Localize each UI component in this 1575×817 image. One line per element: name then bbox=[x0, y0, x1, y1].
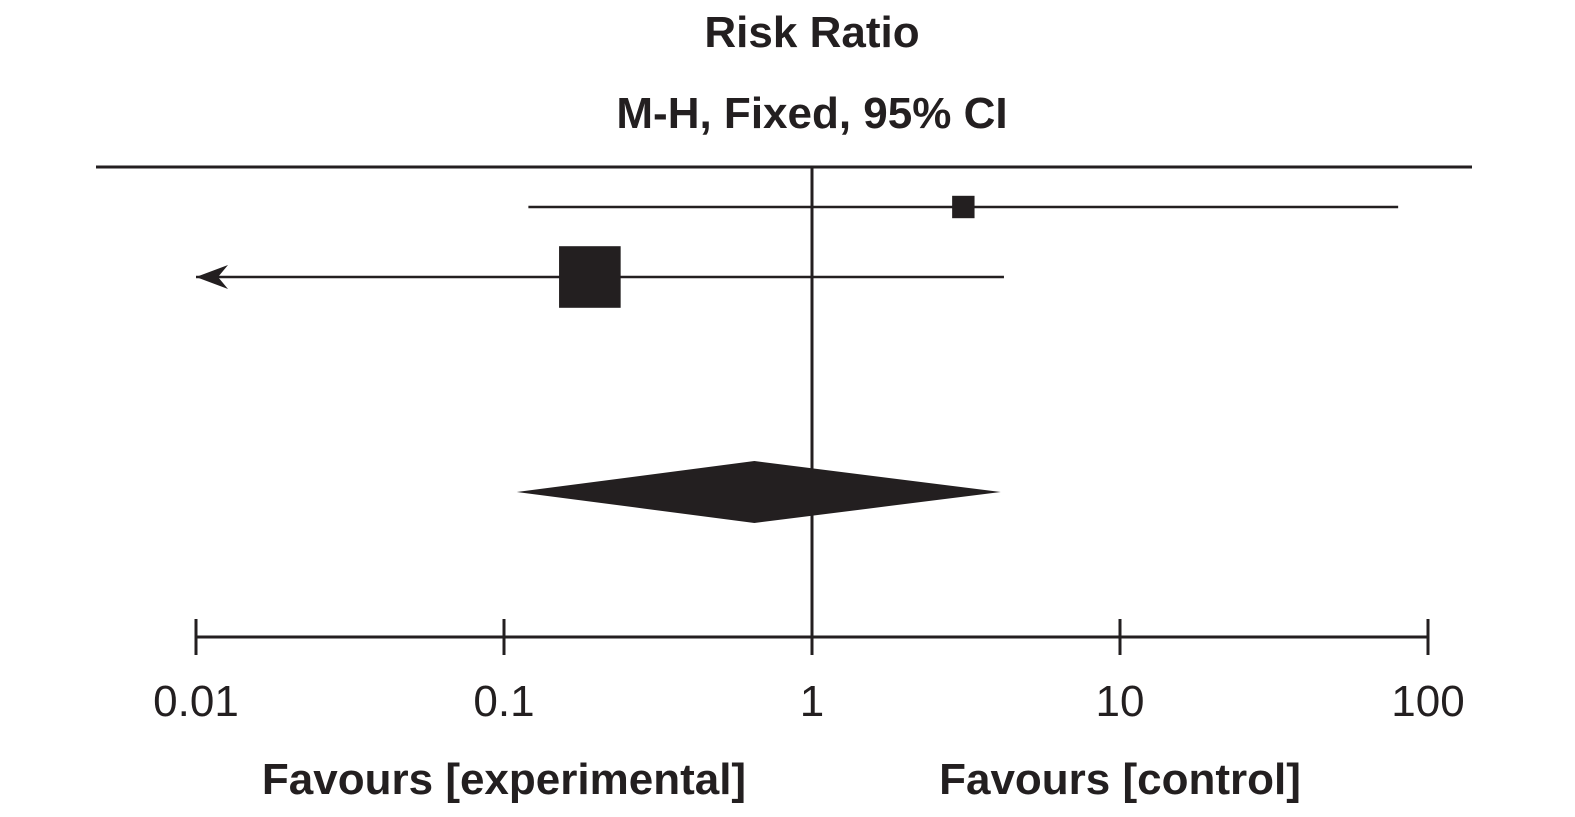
chart-subtitle: M-H, Fixed, 95% CI bbox=[616, 89, 1007, 138]
x-axis-tick-label: 100 bbox=[1391, 677, 1464, 726]
favours-experimental-label: Favours [experimental] bbox=[262, 755, 746, 804]
chart-title: Risk Ratio bbox=[704, 8, 919, 57]
x-axis-tick-label: 10 bbox=[1096, 677, 1145, 726]
plot-area: 0.01 0.1 1 10 100 bbox=[153, 167, 1465, 726]
x-axis-tick-label: 0.1 bbox=[473, 677, 534, 726]
study-point-estimate bbox=[559, 246, 621, 308]
favours-control-label: Favours [control] bbox=[939, 755, 1301, 804]
pooled-estimate-diamond bbox=[516, 461, 1001, 523]
x-axis-tick-label: 1 bbox=[800, 677, 824, 726]
study-point-estimate bbox=[952, 195, 975, 219]
ci-truncation-arrow bbox=[196, 265, 228, 289]
x-axis-tick-label: 0.01 bbox=[153, 677, 239, 726]
